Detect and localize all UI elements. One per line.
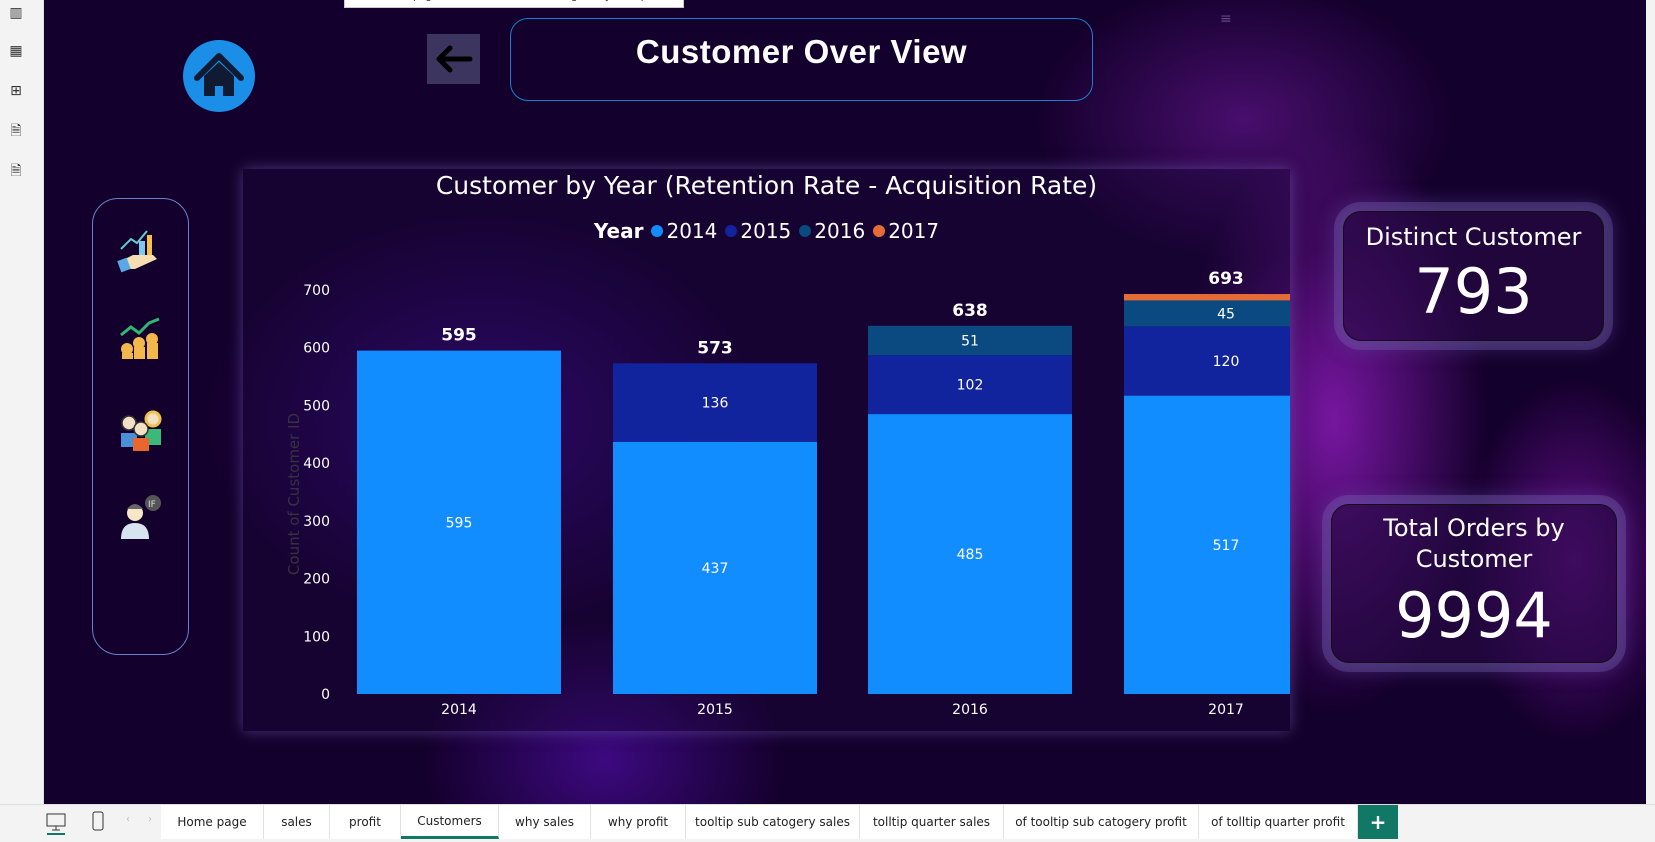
y-axis-label: Count of Customer ID <box>285 413 303 575</box>
chart-svg: 0 100 200 300 400 500 600 700 Count of Customer … <box>285 269 1290 718</box>
legend-label: 2015 <box>740 219 792 243</box>
legend-item-2017[interactable]: 2017 <box>873 219 939 243</box>
x-tick-label: 2017 <box>1208 702 1244 718</box>
y-tick-label: 0 <box>321 687 330 703</box>
x-tick-label: 2016 <box>952 702 988 718</box>
x-tick-label: 2014 <box>441 702 477 718</box>
tab-scroll-left-icon[interactable]: ‹ <box>126 814 130 825</box>
legend-dot <box>725 225 738 237</box>
report-view-icon[interactable]: ▥ <box>9 5 23 21</box>
y-tick-label: 200 <box>303 572 330 588</box>
tab-of-tooltip-sub-catogery-profit[interactable]: of tooltip sub catogery profit <box>1004 805 1199 839</box>
customer-person-icon[interactable]: IF <box>117 493 165 541</box>
legend-item-2015[interactable]: 2015 <box>725 219 791 243</box>
bar-segment-2015-2016 <box>868 355 1072 415</box>
card-value: 793 <box>1414 255 1533 328</box>
model-view-icon[interactable]: ⊞ <box>10 83 22 99</box>
data-label: 485 <box>957 547 984 563</box>
legend-item-2014[interactable]: 2014 <box>651 219 717 243</box>
distinct-customer-card: Distinct Customer 793 <box>1343 211 1604 341</box>
menu-icon[interactable]: ≡ <box>1220 11 1232 27</box>
data-label: 51 <box>961 334 979 350</box>
total-label: 573 <box>697 338 733 358</box>
bar-segment-2015-2017 <box>1124 326 1290 396</box>
table-view-icon[interactable]: ▦ <box>9 43 23 59</box>
total-label: 693 <box>1208 269 1244 289</box>
mobile-view-icon[interactable] <box>92 811 104 831</box>
customer-by-year-chart: Customer by Year (Retention Rate - Acqui… <box>243 169 1290 731</box>
x-tick-label: 2015 <box>697 702 733 718</box>
dax-query-icon[interactable]: 🗎 <box>10 123 22 139</box>
chart-legend: Year 2014 2015 2016 2017 <box>243 219 1290 243</box>
tab-tooltip-sub-catogery-sales[interactable]: tooltip sub catogery sales <box>686 805 860 839</box>
report-canvas: Choose a page view. We'll save the setti… <box>44 0 1646 804</box>
legend-dot <box>651 225 664 237</box>
legend-label: 2014 <box>666 219 718 243</box>
total-label: 595 <box>441 326 477 346</box>
customers-group-icon[interactable] <box>117 405 165 453</box>
legend-label: 2017 <box>888 219 940 243</box>
legend-dot <box>799 225 812 237</box>
data-label: 102 <box>957 378 984 394</box>
y-tick-label: 100 <box>303 629 330 645</box>
card-title: Distinct Customer <box>1365 223 1582 251</box>
y-tick-label: 500 <box>303 398 330 414</box>
home-button[interactable] <box>183 40 255 112</box>
tab-why-sales[interactable]: why sales <box>499 805 591 839</box>
data-label: 120 <box>1213 354 1240 370</box>
legend-dot <box>873 225 886 237</box>
data-label: 595 <box>446 515 473 531</box>
bar-segment-2014-2016 <box>868 414 1072 694</box>
data-label: 45 <box>1217 306 1235 322</box>
y-tick-label: 300 <box>303 514 330 530</box>
legend-item-2016[interactable]: 2016 <box>799 219 865 243</box>
page-title: Customer Over View <box>635 33 968 70</box>
tab-scroll-right-icon[interactable]: › <box>148 814 152 825</box>
y-tick-label: 700 <box>303 283 330 299</box>
data-label: 437 <box>702 561 729 577</box>
page-title-box: Customer Over View <box>510 18 1093 101</box>
tab-sales[interactable]: sales <box>264 805 330 839</box>
profit-coins-icon[interactable] <box>117 315 165 363</box>
data-label: 136 <box>702 396 729 412</box>
svg-text:IF: IF <box>148 500 156 510</box>
tab-home-page[interactable]: Home page <box>161 805 264 839</box>
card-value: 9994 <box>1395 579 1553 652</box>
tab-why-profit[interactable]: why profit <box>591 805 686 839</box>
view-toolbar: ▥ ▦ ⊞ 🗎 🗎 <box>0 0 44 842</box>
tab-profit[interactable]: profit <box>330 805 401 839</box>
nav-sidebar: IF <box>92 198 189 655</box>
page-tabs-bar: ‹ › Home page sales profit Customers why sal… <box>0 804 1655 842</box>
page-view-tooltip: Choose a page view. We'll save the setti… <box>344 0 684 8</box>
back-button[interactable] <box>427 34 480 84</box>
desktop-view-icon[interactable] <box>46 813 66 835</box>
bar-segment-2017-2017 <box>1124 294 1290 301</box>
add-page-button[interactable]: + <box>1358 805 1398 839</box>
tab-tolltip-quarter-sales[interactable]: tolltip quarter sales <box>860 805 1004 839</box>
card-title: Total Orders by Customer <box>1383 514 1565 573</box>
bar-segment-2016-2016 <box>868 325 1072 356</box>
legend-label: 2016 <box>814 219 866 243</box>
tab-customers[interactable]: Customers <box>401 805 499 839</box>
data-label: 517 <box>1213 538 1240 554</box>
bar-segment-2016-2017 <box>1124 300 1290 327</box>
total-label: 638 <box>952 301 988 321</box>
legend-title: Year <box>593 219 644 243</box>
tmdl-view-icon[interactable]: 🗎 <box>10 163 22 179</box>
y-tick-label: 400 <box>303 456 330 472</box>
total-orders-card: Total Orders by Customer 9994 <box>1331 504 1617 663</box>
arrow-left-icon <box>436 45 472 73</box>
home-icon <box>194 53 244 96</box>
bar-segment-2014-2017 <box>1124 395 1290 694</box>
bar-segment-2014-2014 <box>357 350 561 694</box>
y-tick-label: 600 <box>303 341 330 357</box>
sales-growth-icon[interactable] <box>117 227 165 275</box>
bar-segment-2014-2015 <box>613 441 817 694</box>
tab-of-tolltip-quarter-profit[interactable]: of tolltip quarter profit <box>1199 805 1358 839</box>
chart-title: Customer by Year (Retention Rate - Acqui… <box>435 171 1098 200</box>
bar-segment-2015-2015 <box>613 363 817 442</box>
